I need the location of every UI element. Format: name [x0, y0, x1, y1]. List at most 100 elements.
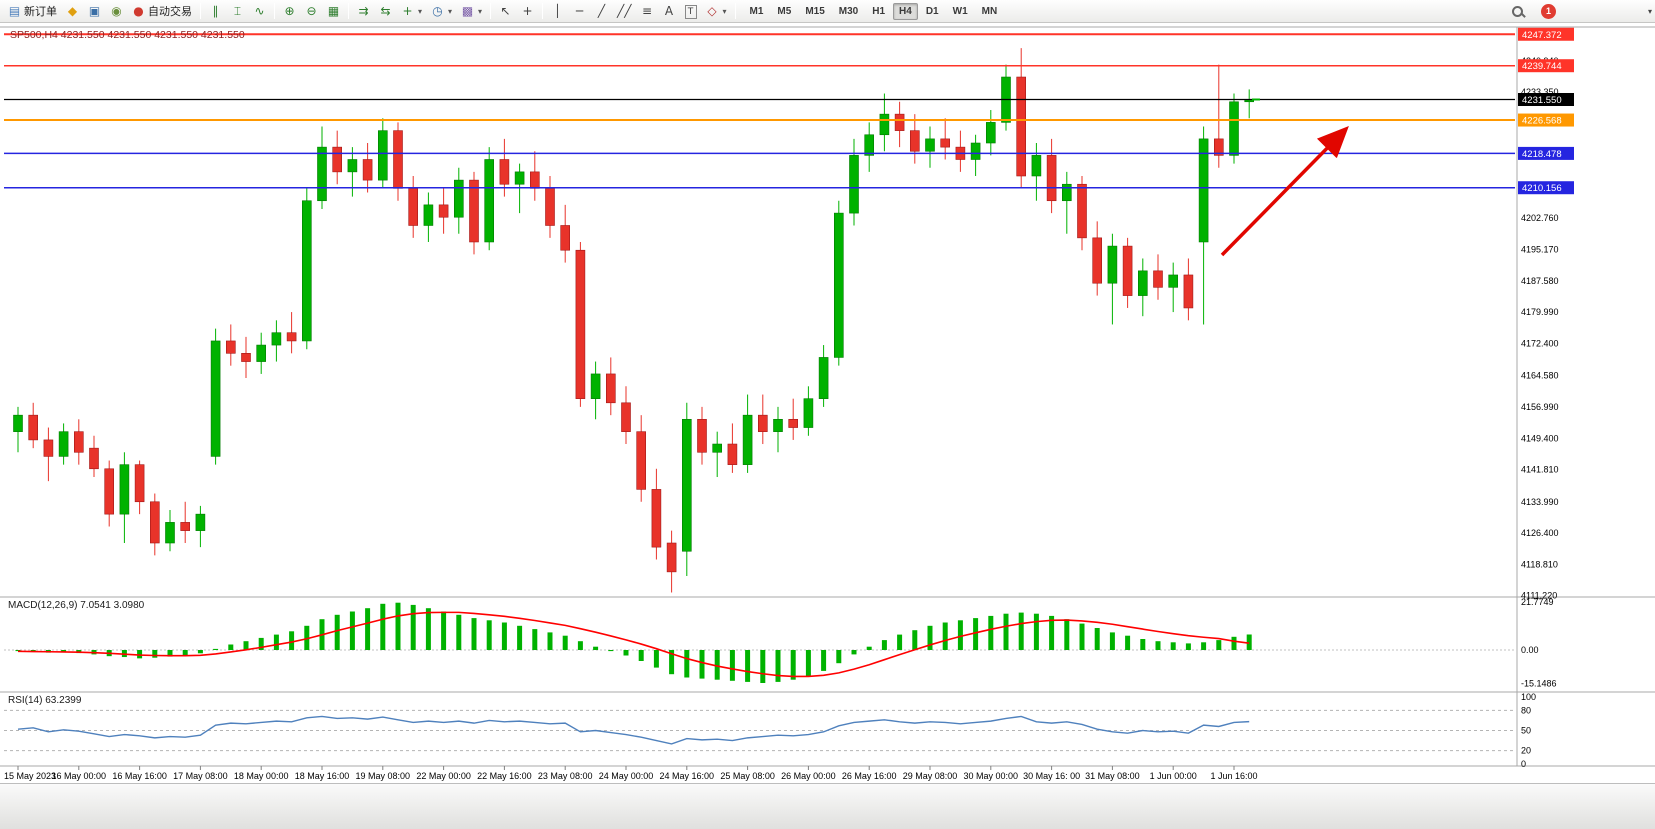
line-chart-button[interactable]: ∿ — [249, 1, 270, 21]
macd-histogram-bar — [805, 650, 811, 677]
time-axis-label: 26 May 00:00 — [781, 771, 836, 781]
candle — [423, 204, 434, 226]
cursor-icon: ↖ — [500, 4, 511, 18]
bar-chart-icon: ∥ — [212, 4, 219, 18]
time-axis-label: 16 May 00:00 — [52, 771, 107, 781]
macd-histogram-bar — [973, 618, 979, 650]
time-axis-label: 26 May 16:00 — [842, 771, 897, 781]
vertical-line-button[interactable]: │ — [547, 1, 568, 21]
timeframe-w1[interactable]: W1 — [952, 5, 968, 17]
timeframe-m5[interactable]: M5 — [777, 5, 792, 17]
bar-chart-button[interactable]: ∥ — [205, 1, 226, 21]
time-axis-label: 29 May 08:00 — [903, 771, 958, 781]
zoom-in-button[interactable]: ⊕ — [279, 1, 300, 21]
time-axis-label: 24 May 00:00 — [599, 771, 654, 781]
candle — [1168, 274, 1178, 288]
notification-badge[interactable]: 1 — [1541, 3, 1556, 19]
horizontal-line-button[interactable]: ─ — [569, 1, 590, 21]
vertical-line-icon: │ — [553, 4, 562, 18]
market-watch-icon: ◆ — [67, 4, 78, 18]
macd-histogram-bar — [714, 650, 720, 680]
toolbar-separator — [274, 3, 275, 19]
macd-histogram-bar — [365, 608, 371, 650]
price-badge — [1518, 27, 1574, 41]
candle — [970, 142, 981, 160]
timeframe-h4[interactable]: H4 — [893, 2, 918, 20]
shapes-icon: ◇ — [707, 4, 717, 18]
timeframe-m30[interactable]: M30 — [838, 5, 859, 17]
navigator-icon: ◉ — [111, 4, 122, 18]
tile-windows-button[interactable]: ▦ — [323, 1, 344, 21]
new-order-button[interactable]: ▤ 新订单 — [4, 1, 61, 21]
zoom-out-button[interactable]: ⊖ — [301, 1, 322, 21]
macd-histogram-bar — [1079, 623, 1085, 650]
price-chart[interactable]: 4240.9404233.3504225.7604218.1704210.580… — [0, 23, 1655, 783]
time-axis-label: 1 Jun 00:00 — [1150, 771, 1197, 781]
candle — [575, 249, 586, 399]
price-axis-label: 4111.220 — [1521, 591, 1557, 601]
market-watch-button[interactable]: ◆ — [62, 1, 83, 21]
macd-histogram-bar — [927, 625, 933, 650]
timeframe-m15[interactable]: M15 — [805, 5, 825, 17]
macd-histogram-bar — [912, 630, 918, 650]
macd-histogram-bar — [1185, 643, 1191, 650]
macd-histogram-bar — [942, 622, 948, 650]
timeframe-mn[interactable]: MN — [981, 5, 998, 17]
fibonacci-button[interactable]: ≡ — [637, 1, 658, 21]
text-button[interactable]: A — [659, 1, 680, 21]
price-axis-label: 4179.990 — [1521, 307, 1559, 317]
macd-histogram-bar — [501, 622, 507, 650]
candle — [317, 146, 327, 202]
timeframe-m1[interactable]: M1 — [749, 5, 764, 17]
auto-trading-button[interactable]: ● 自动交易 — [128, 1, 196, 21]
price-axis-label: 4172.400 — [1521, 338, 1559, 348]
candle — [408, 188, 419, 226]
crosshair-button[interactable]: + — [517, 1, 538, 21]
time-axis-label: 19 May 08:00 — [356, 771, 411, 781]
chevron-down-icon: ▾ — [722, 6, 727, 16]
templates-button[interactable]: ▩ ▾ — [457, 1, 486, 21]
price-axis-label: 4126.400 — [1521, 528, 1559, 538]
price-badge-label: 4231.550 — [1522, 95, 1562, 106]
macd-axis-label: 21.7749 — [1521, 597, 1554, 607]
macd-histogram-bar — [486, 620, 492, 650]
periods-icon: ◷ — [432, 4, 443, 18]
chart-window[interactable]: 4240.9404233.3504225.7604218.1704210.580… — [0, 23, 1655, 783]
periods-button[interactable]: ◷ ▾ — [427, 1, 456, 21]
macd-histogram-bar — [653, 650, 659, 668]
macd-histogram-bar — [61, 650, 67, 653]
candle — [940, 138, 951, 148]
candle — [514, 171, 525, 185]
candle — [150, 501, 160, 544]
label-button[interactable]: T — [681, 1, 701, 21]
navigator-button[interactable]: ◉ — [106, 1, 127, 21]
macd-histogram-bar — [152, 650, 158, 658]
data-window-icon: ▣ — [88, 4, 101, 18]
channel-button[interactable]: ╱╱ — [613, 1, 635, 21]
candlestick-chart-button[interactable]: ⌶ — [227, 1, 248, 21]
macd-histogram-bar — [349, 611, 355, 650]
timeframe-d1[interactable]: D1 — [925, 5, 939, 17]
toolbar-button-label: 新订单 — [24, 6, 57, 18]
candle — [1077, 183, 1087, 239]
toolbar-overflow-chevron[interactable]: ▾ — [1647, 7, 1652, 16]
candle — [499, 159, 510, 185]
indicators-button[interactable]: + ▾ — [397, 1, 426, 21]
auto-scroll-button[interactable]: ⇉ — [353, 1, 374, 21]
candlestick-chart-icon: ⌶ — [233, 4, 242, 18]
macd-histogram-bar — [881, 640, 887, 650]
candle — [104, 468, 114, 515]
trend-arrow-annotation[interactable] — [1220, 126, 1349, 257]
candle — [226, 340, 236, 354]
shapes-button[interactable]: ◇ ▾ — [702, 1, 731, 21]
trendline-button[interactable]: ╱ — [591, 1, 612, 21]
chart-shift-button[interactable]: ⇆ — [375, 1, 396, 21]
candle — [256, 344, 267, 362]
price-badge-label: 4239.744 — [1522, 61, 1562, 72]
rsi-axis-label: 0 — [1521, 759, 1526, 769]
cursor-button[interactable]: ↖ — [495, 1, 516, 21]
timeframe-h1[interactable]: H1 — [872, 5, 886, 17]
macd-histogram-bar — [380, 603, 386, 650]
data-window-button[interactable]: ▣ — [84, 1, 105, 21]
search-icon[interactable] — [1512, 5, 1523, 17]
